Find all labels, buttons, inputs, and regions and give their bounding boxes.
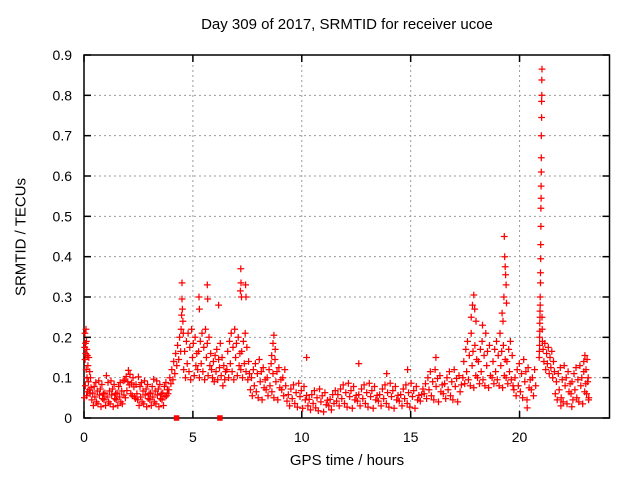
x-tick-label: 20 (512, 429, 528, 445)
event-marker-square (217, 415, 223, 421)
x-tick-label: 10 (294, 429, 310, 445)
y-tick-label: 0.3 (53, 289, 73, 305)
y-tick-label: 0.6 (53, 168, 73, 184)
x-tick-label: 5 (189, 429, 197, 445)
tick-labels: 0 5 10 15 20 0 0.1 0.2 0.3 0.4 0.5 0.6 0.7 0.8 0.9 (53, 47, 528, 445)
y-tick-label: 0.8 (53, 87, 73, 103)
y-tick-label: 0 (64, 410, 72, 426)
x-tick-label: 0 (80, 429, 88, 445)
chart-title: Day 309 of 2017, SRMTID for receiver uco… (201, 16, 493, 33)
y-tick-label: 0.9 (53, 47, 73, 63)
grid-lines (84, 55, 610, 418)
y-tick-label: 0.7 (53, 128, 73, 144)
data-points-srmtid (81, 65, 593, 416)
y-tick-label: 0.5 (53, 208, 73, 224)
plot-border (83, 54, 611, 419)
x-tick-label: 15 (403, 429, 419, 445)
event-marker-square (173, 415, 180, 421)
y-tick-label: 0.4 (53, 249, 73, 265)
y-tick-label: 0.1 (53, 370, 73, 386)
tick-marks (83, 54, 610, 419)
x-axis-label: GPS time / hours (289, 452, 405, 469)
axis-event-markers (173, 415, 223, 421)
y-tick-label: 0.2 (53, 329, 73, 345)
